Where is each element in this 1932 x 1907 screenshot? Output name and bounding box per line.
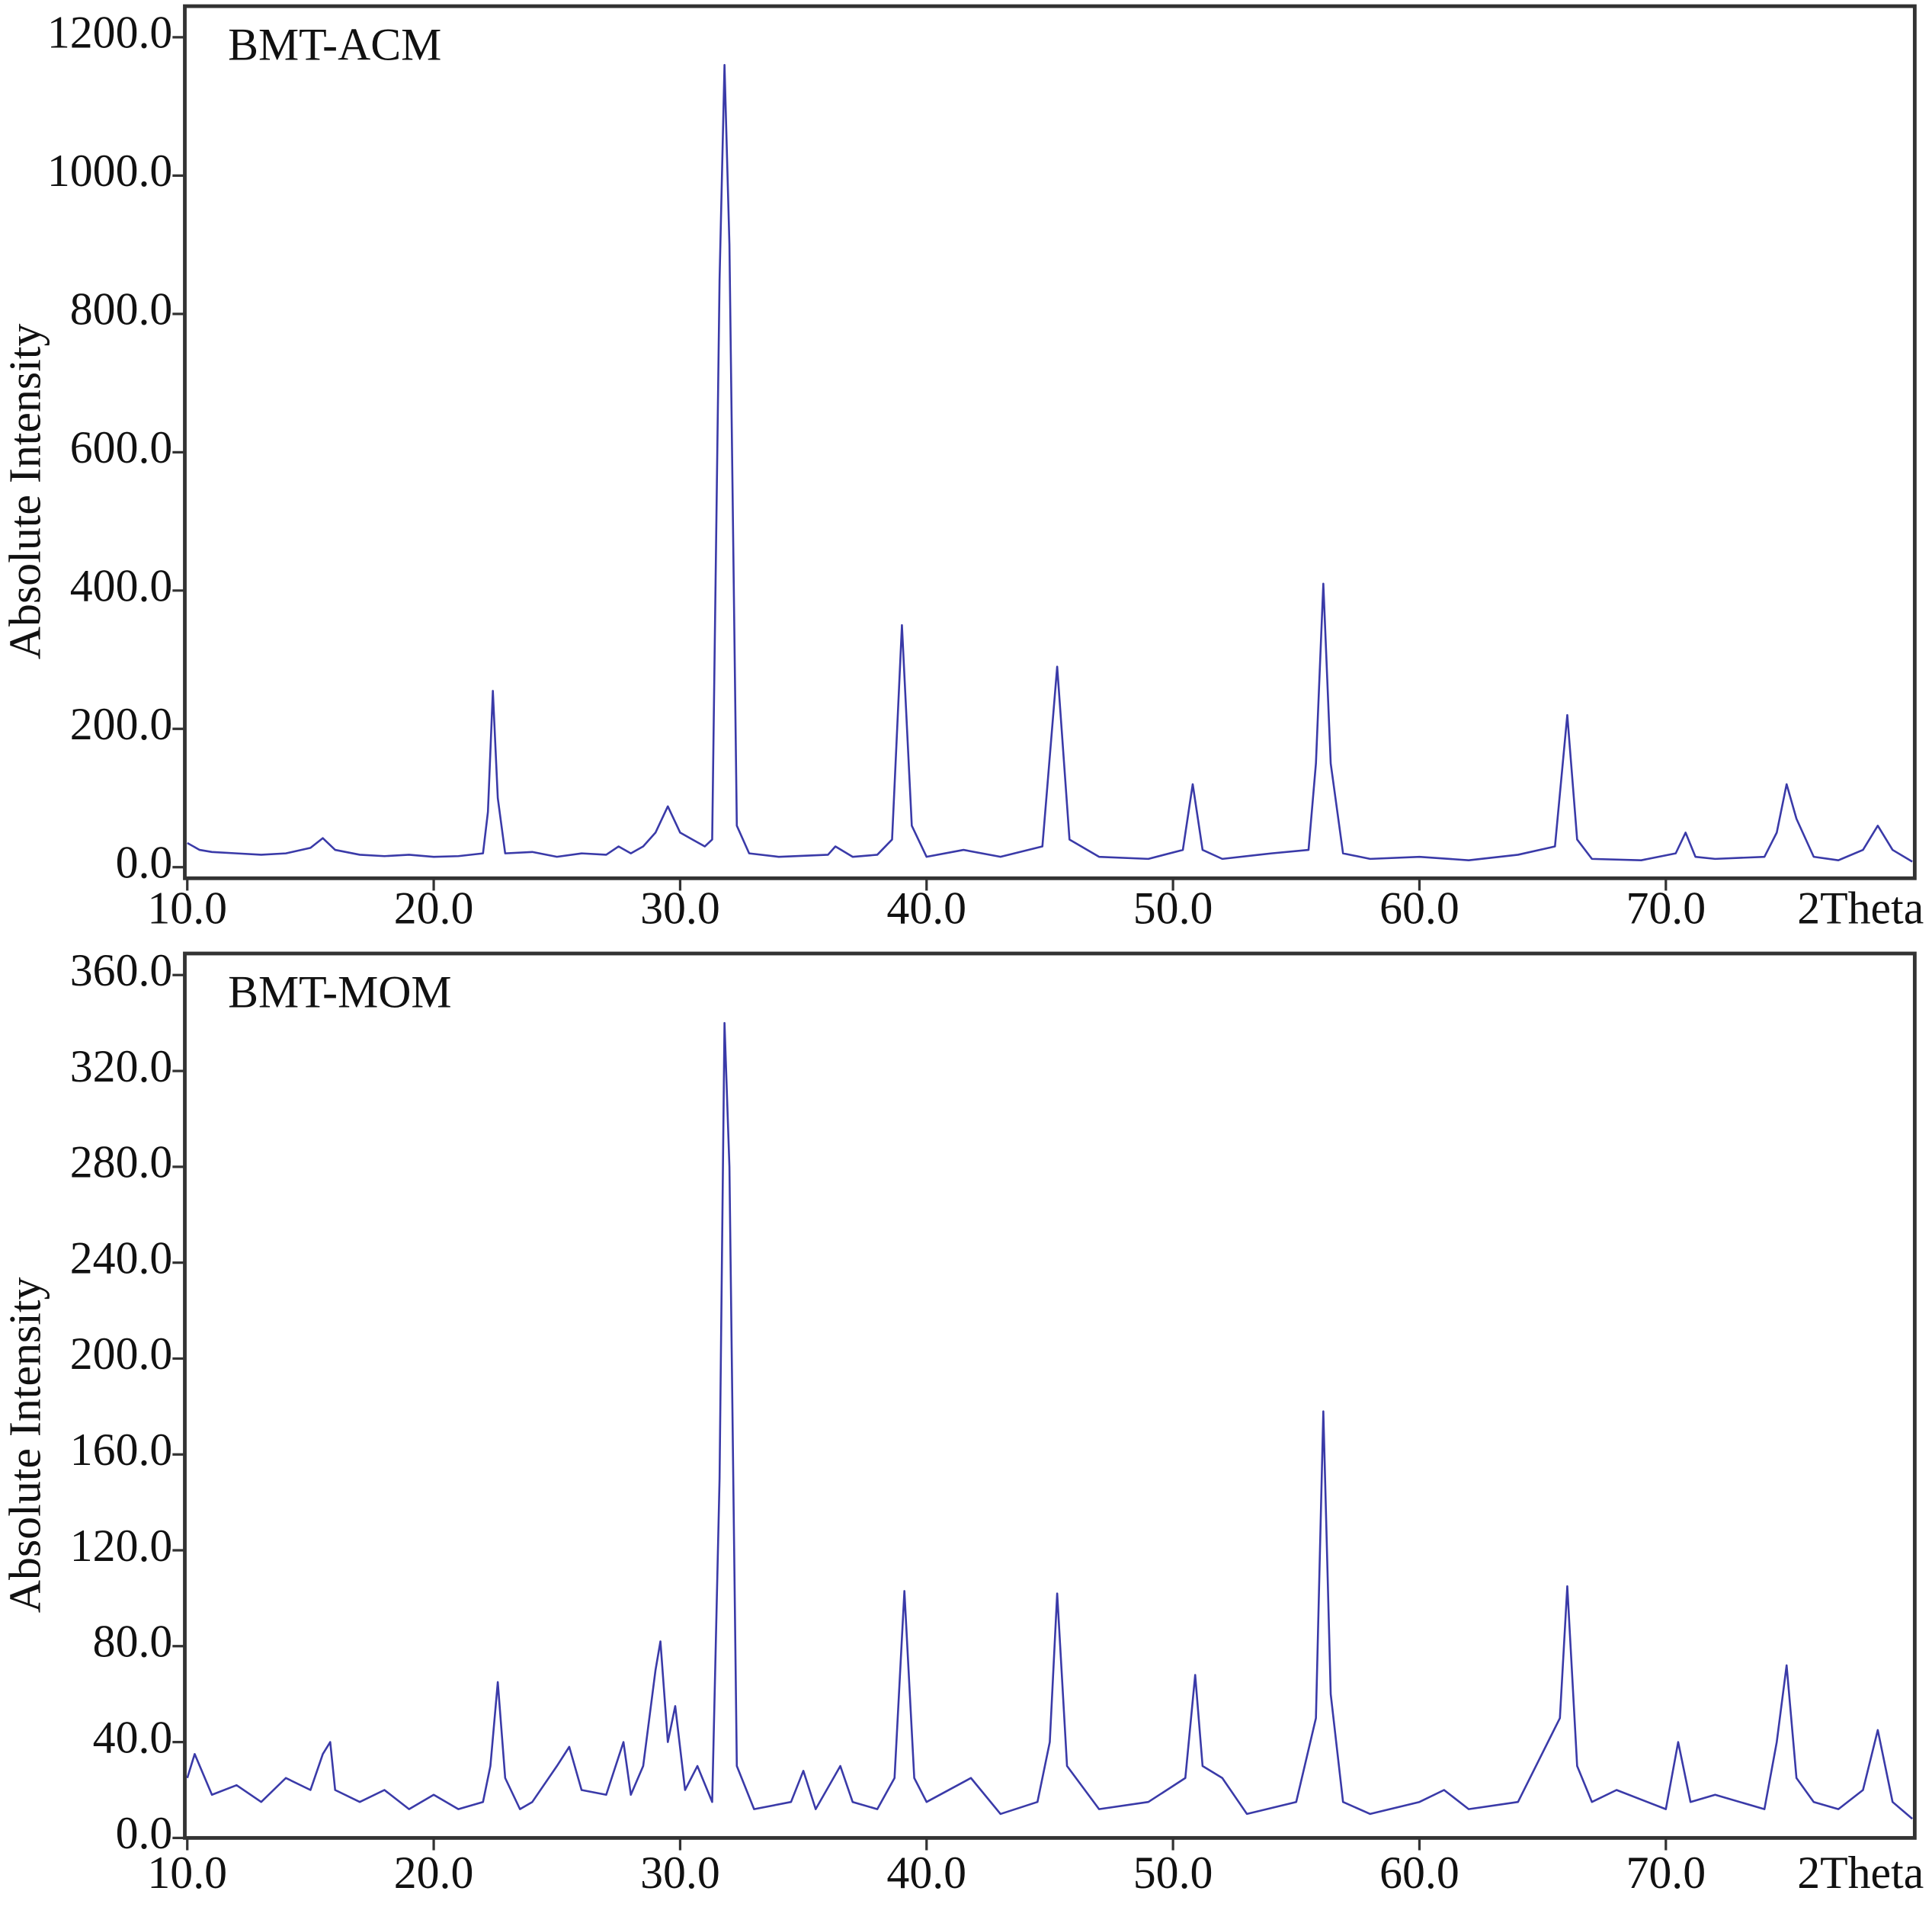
- y-tick-label: 160.0: [70, 1425, 173, 1475]
- data-line: [187, 63, 1913, 863]
- x-axis-label: 2Theta: [1797, 883, 1924, 933]
- plot-frame: [183, 951, 1917, 1840]
- y-tick-label: 200.0: [70, 1328, 173, 1379]
- x-tick-label: 70.0: [1626, 883, 1706, 933]
- x-tick-label: 70.0: [1626, 1848, 1706, 1898]
- y-tick-label: 360.0: [70, 945, 173, 995]
- chart-title: BMT-MOM: [228, 966, 452, 1017]
- y-tick-label: 1000.0: [47, 146, 172, 196]
- y-tick-label: 320.0: [70, 1041, 173, 1091]
- y-tick-label: 280.0: [70, 1137, 173, 1187]
- y-tick-label: 400.0: [70, 561, 173, 611]
- x-tick-label: 40.0: [886, 883, 966, 933]
- y-axis-label: Absolute Intensity: [0, 324, 50, 660]
- x-tick-label: 50.0: [1133, 1848, 1213, 1898]
- x-tick-label: 20.0: [394, 1848, 474, 1898]
- chart-title: BMT-ACM: [228, 19, 441, 69]
- y-axis-label: Absolute Intensity: [0, 1277, 50, 1614]
- x-tick-label: 20.0: [394, 883, 474, 933]
- y-tick-label: 120.0: [70, 1521, 173, 1571]
- x-tick-label: 30.0: [640, 883, 720, 933]
- y-tick-label: 200.0: [70, 699, 173, 749]
- x-tick-label: 40.0: [886, 1848, 966, 1898]
- y-tick-label: 0.0: [116, 1808, 173, 1858]
- x-tick-label: 60.0: [1379, 1848, 1459, 1898]
- y-tick-label: 800.0: [70, 284, 173, 335]
- x-tick-label: 30.0: [640, 1848, 720, 1898]
- y-tick-label: 80.0: [93, 1617, 173, 1667]
- x-tick-label: 50.0: [1133, 883, 1213, 933]
- data-line: [186, 1021, 1913, 1820]
- x-tick-label: 10.0: [147, 1848, 227, 1898]
- x-tick-label: 10.0: [147, 883, 227, 933]
- y-tick-label: 1200.0: [47, 8, 172, 58]
- plot-frame: [183, 4, 1917, 880]
- y-tick-label: 40.0: [93, 1712, 173, 1762]
- y-tick-label: 600.0: [70, 422, 173, 473]
- y-tick-label: 240.0: [70, 1232, 173, 1283]
- x-axis-label: 2Theta: [1797, 1848, 1924, 1898]
- y-tick-label: 0.0: [116, 837, 173, 887]
- x-tick-label: 60.0: [1379, 883, 1459, 933]
